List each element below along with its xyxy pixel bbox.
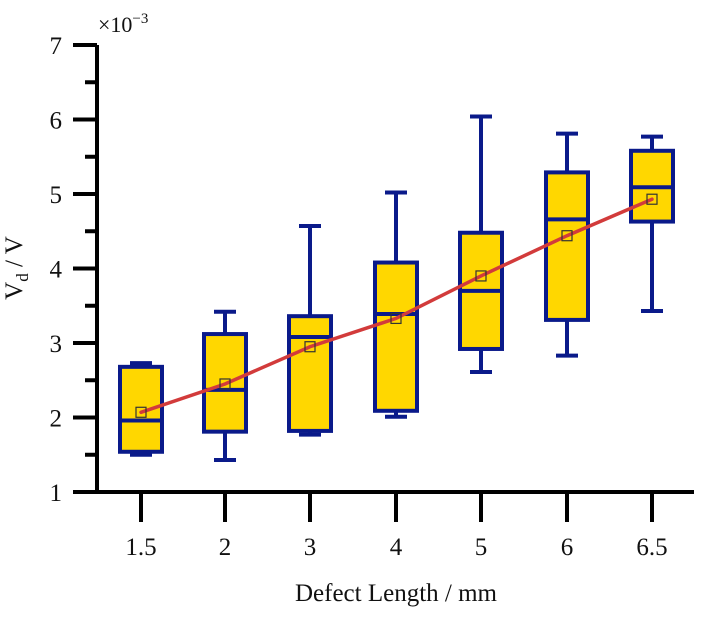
y-tick-label: 2 [50,406,63,433]
x-tick-label: 6.5 [636,534,667,561]
y-tick-label: 4 [50,257,63,284]
x-tick-label: 1.5 [125,534,156,561]
x-tick-label: 2 [219,534,232,561]
boxes [120,117,673,460]
x-tick-label: 3 [304,534,317,561]
y-multiplier-exponent: −3 [132,11,148,27]
box-iqr [375,263,417,411]
x-tick-label: 4 [390,534,403,561]
y-axis-title-main: V [1,282,28,300]
y-multiplier: ×10−3 [98,11,148,37]
x-axis-title: Defect Length / mm [295,580,498,607]
y-axis-title-tail: / V [1,236,28,273]
box-5 [460,117,502,373]
box-iqr [546,172,588,320]
box-iqr [289,316,331,431]
y-multiplier-base: ×10 [98,12,132,37]
box-6 [546,134,588,356]
box-2 [204,312,246,460]
x-ticks: 1.5 2 3 4 5 6 6.5 [125,492,667,561]
y-ticks: 1 2 3 4 5 6 7 [50,33,98,507]
box-iqr [120,367,162,452]
box-4 [375,193,417,417]
box-6.5 [631,137,673,311]
y-tick-label: 3 [50,331,63,358]
y-tick-label: 6 [50,108,63,135]
x-tick-label: 5 [475,534,488,561]
y-axis-title: Vd / V [1,236,32,300]
x-tick-label: 6 [561,534,574,561]
y-tick-label: 5 [50,182,63,209]
box-3 [289,226,331,435]
y-tick-label: 7 [50,33,63,60]
y-tick-label: 1 [50,480,63,507]
